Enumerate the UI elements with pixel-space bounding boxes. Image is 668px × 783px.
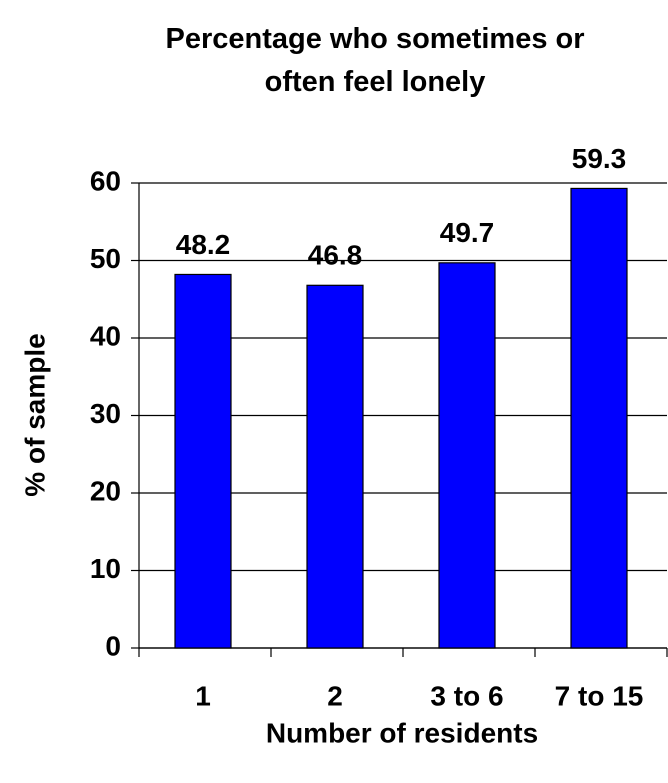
data-label: 48.2	[176, 229, 231, 260]
bar	[174, 273, 232, 649]
x-tick-label: 1	[195, 680, 211, 711]
y-tick-label: 0	[105, 630, 121, 661]
y-axis-label: % of sample	[19, 333, 50, 496]
y-tick-label: 20	[90, 475, 121, 506]
y-tick-label: 40	[90, 320, 121, 351]
bar	[438, 262, 496, 649]
data-label: 49.7	[440, 217, 495, 248]
x-tick-label: 2	[327, 680, 343, 711]
x-tick-label: 7 to 15	[555, 680, 644, 711]
y-tick-label: 50	[90, 243, 121, 274]
bar	[306, 284, 364, 649]
x-tick-label: 3 to 6	[430, 680, 503, 711]
data-label: 59.3	[572, 143, 627, 174]
bar	[570, 187, 628, 649]
y-tick-label: 30	[90, 398, 121, 429]
data-label: 46.8	[308, 240, 363, 271]
y-tick-label: 60	[90, 165, 121, 196]
chart-title: Percentage who sometimes or often feel l…	[165, 23, 585, 98]
x-axis-label: Number of residents	[266, 717, 538, 748]
y-tick-label: 10	[90, 553, 121, 584]
